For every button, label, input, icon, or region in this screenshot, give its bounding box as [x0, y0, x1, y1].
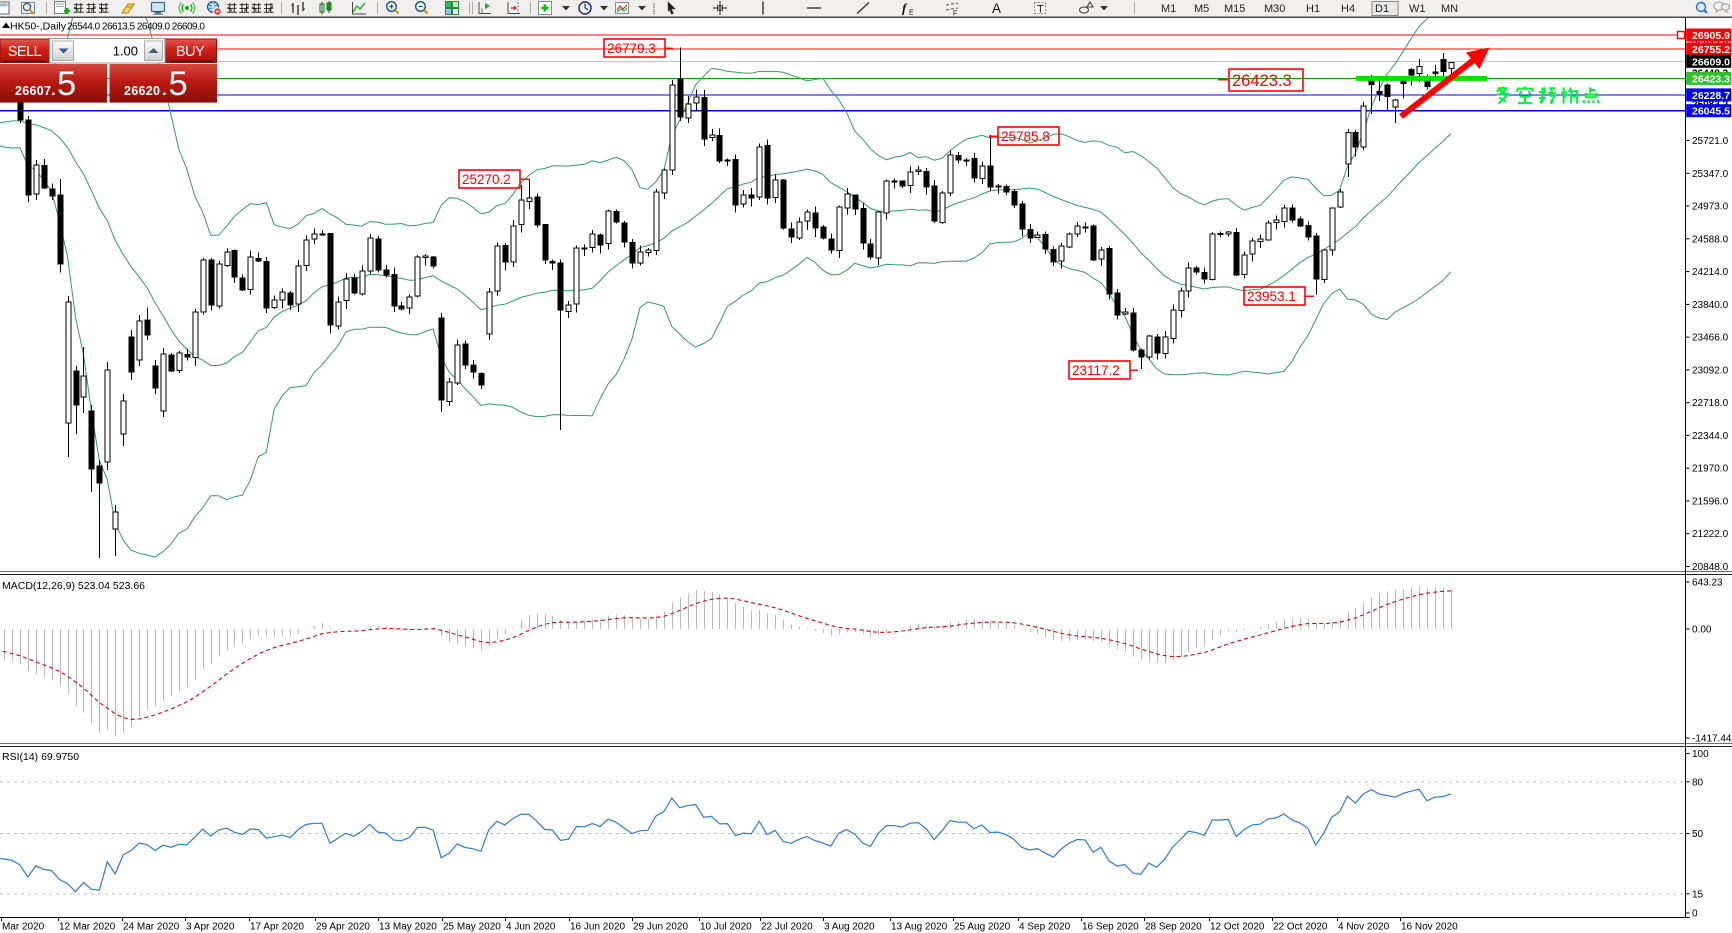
svg-text:T: T: [1037, 4, 1044, 16]
svg-text:22718.0: 22718.0: [1692, 398, 1729, 409]
svg-text:24588.0: 24588.0: [1692, 234, 1729, 245]
svg-text:25 May 2020: 25 May 2020: [443, 922, 501, 933]
svg-text:D1: D1: [1375, 3, 1389, 15]
svg-text:F: F: [953, 11, 957, 18]
svg-text:25785.8: 25785.8: [1001, 129, 1050, 144]
svg-text:MACD(12,26,9) 523.04 523.66: MACD(12,26,9) 523.04 523.66: [2, 580, 145, 592]
svg-text:15: 15: [1692, 889, 1704, 900]
svg-text:3 Aug 2020: 3 Aug 2020: [824, 922, 875, 933]
svg-text:26609.0: 26609.0: [1692, 56, 1730, 68]
svg-text:5: 5: [169, 65, 188, 103]
svg-text:23117.2: 23117.2: [1072, 363, 1120, 378]
svg-text:22 Oct 2020: 22 Oct 2020: [1273, 922, 1328, 933]
svg-text:29 Jun 2020: 29 Jun 2020: [633, 922, 688, 933]
svg-text:4 Jun 2020: 4 Jun 2020: [506, 922, 556, 933]
svg-text:W1: W1: [1409, 3, 1426, 15]
svg-text:26045.5: 26045.5: [1692, 106, 1730, 118]
svg-text:23953.1: 23953.1: [1247, 289, 1296, 304]
svg-text:10 Jul 2020: 10 Jul 2020: [700, 922, 752, 933]
svg-text:12 Oct 2020: 12 Oct 2020: [1210, 922, 1265, 933]
svg-text:23092.0: 23092.0: [1692, 365, 1729, 376]
svg-text:21222.0: 21222.0: [1692, 529, 1729, 540]
svg-text:.: .: [162, 80, 167, 99]
svg-text:50: 50: [1692, 829, 1704, 840]
svg-text:26544.0 26613.5 26409.0 26609.: 26544.0 26613.5 26409.0 26609.0: [67, 22, 205, 33]
svg-text:21596.0: 21596.0: [1692, 496, 1729, 507]
svg-text:26228.7: 26228.7: [1692, 90, 1730, 102]
svg-text:16 Jun 2020: 16 Jun 2020: [570, 922, 625, 933]
svg-text:MN: MN: [1441, 3, 1458, 15]
svg-text:1.00: 1.00: [113, 44, 138, 59]
svg-text:28 Sep 2020: 28 Sep 2020: [1145, 922, 1202, 933]
svg-text:M15: M15: [1224, 3, 1245, 15]
svg-text:3 Apr 2020: 3 Apr 2020: [186, 922, 235, 933]
svg-text:M1: M1: [1161, 3, 1176, 15]
svg-text:23466.0: 23466.0: [1692, 333, 1729, 344]
svg-text:643.23: 643.23: [1692, 578, 1723, 589]
svg-text:M5: M5: [1194, 3, 1209, 15]
svg-text:22344.0: 22344.0: [1692, 431, 1729, 442]
svg-text:A: A: [992, 1, 1001, 16]
svg-text:25270.2: 25270.2: [462, 172, 511, 187]
svg-text:26779.3: 26779.3: [607, 41, 656, 56]
svg-text:Mar 2020: Mar 2020: [2, 922, 45, 933]
svg-text:26905.9: 26905.9: [1692, 30, 1730, 42]
svg-text:16 Nov 2020: 16 Nov 2020: [1401, 922, 1458, 933]
svg-text:f: f: [902, 1, 908, 16]
svg-text:E: E: [909, 10, 914, 17]
svg-text:26607: 26607: [15, 84, 51, 98]
svg-text:26423.3: 26423.3: [1232, 72, 1292, 90]
svg-text:80: 80: [1692, 777, 1704, 788]
svg-text:24973.0: 24973.0: [1692, 202, 1729, 213]
svg-text:20848.0: 20848.0: [1692, 562, 1729, 573]
svg-text:21970.0: 21970.0: [1692, 464, 1729, 475]
svg-text:16 Sep 2020: 16 Sep 2020: [1082, 922, 1139, 933]
svg-text:.: .: [51, 80, 56, 99]
svg-text:22 Jul 2020: 22 Jul 2020: [761, 922, 813, 933]
svg-text:4 Nov 2020: 4 Nov 2020: [1338, 922, 1390, 933]
svg-text:H4: H4: [1341, 3, 1355, 15]
svg-text:4 Sep 2020: 4 Sep 2020: [1019, 922, 1071, 933]
svg-text:100: 100: [1692, 749, 1709, 760]
svg-text:26423.3: 26423.3: [1692, 73, 1730, 85]
svg-text:24214.0: 24214.0: [1692, 267, 1729, 278]
svg-text:SELL: SELL: [8, 44, 42, 60]
svg-text:29 Apr 2020: 29 Apr 2020: [316, 922, 370, 933]
svg-text:26620: 26620: [124, 84, 160, 98]
svg-text:25721.0: 25721.0: [1692, 136, 1729, 147]
svg-text:26755.2: 26755.2: [1692, 44, 1730, 56]
svg-text:RSI(14) 69.9750: RSI(14) 69.9750: [2, 751, 79, 763]
svg-text:M30: M30: [1264, 3, 1285, 15]
svg-text:BUY: BUY: [176, 44, 205, 60]
svg-text:24 Mar 2020: 24 Mar 2020: [123, 922, 180, 933]
svg-text:12 Mar 2020: 12 Mar 2020: [59, 922, 116, 933]
svg-text:0.00: 0.00: [1692, 625, 1712, 636]
svg-text:-1417.44: -1417.44: [1692, 734, 1732, 745]
svg-text:17 Apr 2020: 17 Apr 2020: [250, 922, 304, 933]
svg-text:25347.0: 25347.0: [1692, 169, 1729, 180]
svg-text:5: 5: [57, 65, 76, 103]
svg-text:13 Aug 2020: 13 Aug 2020: [891, 922, 948, 933]
svg-text:13 May 2020: 13 May 2020: [379, 922, 437, 933]
svg-text:H1: H1: [1306, 3, 1320, 15]
svg-text:23840.0: 23840.0: [1692, 300, 1729, 311]
svg-text:25 Aug 2020: 25 Aug 2020: [954, 922, 1011, 933]
svg-text:0: 0: [1692, 909, 1698, 920]
svg-text:HK50-,Daily: HK50-,Daily: [10, 21, 67, 33]
